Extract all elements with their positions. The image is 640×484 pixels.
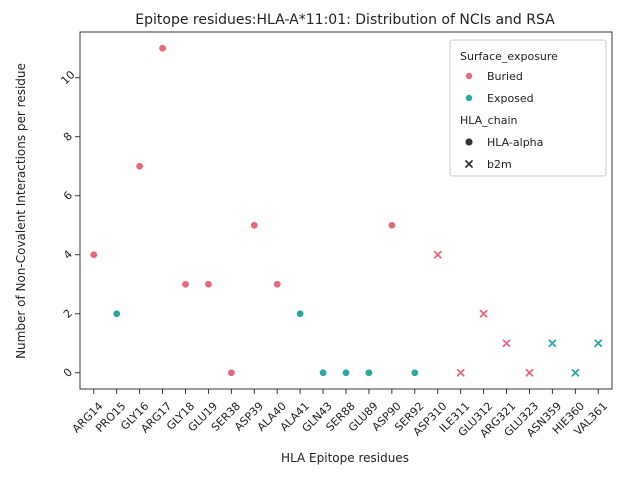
- legend: Surface_exposure Buried Exposed HLA_chai…: [449, 39, 607, 177]
- x-marker-stroke: [502, 339, 511, 348]
- y-tick-label: 10: [58, 68, 77, 87]
- data-point-hla-alpha: [364, 368, 374, 377]
- chart-title: Epitope residues:HLA-A*11:01: Distributi…: [135, 12, 555, 28]
- y-tick-label: 2: [61, 307, 75, 321]
- y-tick-label: 8: [61, 130, 75, 144]
- y-tick-label: 0: [61, 366, 75, 380]
- x-marker-stroke: [594, 339, 603, 348]
- y-axis: 0 2 4 6 8 10: [58, 68, 80, 380]
- data-point-b2m: [525, 368, 534, 377]
- data-point-hla-alpha: [227, 368, 236, 377]
- data-point-hla-alpha: [318, 368, 328, 377]
- x-marker-stroke: [548, 339, 557, 348]
- data-point-hla-alpha: [387, 221, 397, 230]
- legend-style-title: HLA_chain: [460, 114, 517, 127]
- legend-hue-title: Surface_exposure: [460, 50, 558, 63]
- x-marker-stroke: [571, 368, 580, 377]
- data-point-hla-alpha: [135, 162, 144, 171]
- data-point-hla-alpha: [295, 309, 305, 318]
- legend-buried-marker: [464, 72, 473, 81]
- data-point-b2m: [502, 339, 511, 348]
- legend-hla-alpha-marker: [465, 138, 473, 146]
- x-axis: ARG14PRO15GLY16ARG17GLY18GLU19SER38ASP39…: [70, 389, 610, 440]
- data-points: [89, 44, 603, 377]
- x-marker-stroke: [479, 309, 488, 318]
- legend-b2m-label: b2m: [487, 158, 512, 171]
- data-point-hla-alpha: [112, 309, 121, 318]
- data-point-hla-alpha: [250, 221, 259, 230]
- data-point-b2m: [456, 368, 465, 377]
- data-point-hla-alpha: [341, 368, 351, 377]
- x-axis-label: HLA Epitope residues: [281, 451, 409, 465]
- legend-hla-alpha-label: HLA-alpha: [487, 136, 543, 149]
- x-marker-stroke: [433, 250, 442, 259]
- x-marker-stroke: [525, 368, 534, 377]
- legend-buried-label: Buried: [487, 70, 523, 83]
- data-point-hla-alpha: [181, 280, 190, 289]
- data-point-b2m: [548, 339, 557, 348]
- data-point-hla-alpha: [204, 280, 213, 289]
- data-point-hla-alpha: [273, 280, 282, 289]
- legend-exposed-marker: [464, 94, 473, 103]
- y-tick-label: 6: [61, 189, 75, 203]
- data-point-b2m: [571, 368, 580, 377]
- legend-box: [449, 39, 607, 177]
- legend-exposed-label: Exposed: [487, 92, 534, 105]
- data-point-b2m: [433, 250, 442, 259]
- legend-b2m-marker: [465, 160, 473, 168]
- y-tick-label: 4: [61, 248, 75, 262]
- data-point-hla-alpha: [89, 250, 98, 259]
- x-marker-stroke: [456, 368, 465, 377]
- data-point-hla-alpha: [158, 44, 167, 53]
- data-point-hla-alpha: [410, 368, 419, 377]
- data-point-b2m: [479, 309, 488, 318]
- data-point-b2m: [594, 339, 603, 348]
- y-axis-label: Number of Non-Covalent Interactions per …: [14, 63, 28, 359]
